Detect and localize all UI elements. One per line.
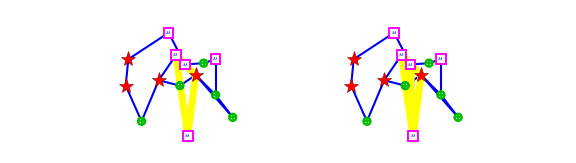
Bar: [183, 131, 192, 141]
Text: $\lambda\lambda$: $\lambda\lambda$: [410, 132, 416, 139]
Text: $\lambda\lambda$: $\lambda\lambda$: [181, 61, 188, 68]
Text: $\lambda\lambda$: $\lambda\lambda$: [391, 29, 397, 36]
Bar: [396, 51, 406, 60]
Circle shape: [363, 118, 370, 125]
Circle shape: [438, 91, 444, 98]
Text: $\lambda\lambda$: $\lambda\lambda$: [184, 132, 191, 139]
Bar: [211, 54, 220, 64]
Text: $\lambda\lambda$: $\lambda\lambda$: [165, 29, 172, 36]
Text: $\lambda\lambda$: $\lambda\lambda$: [172, 51, 179, 58]
Bar: [389, 28, 399, 37]
Circle shape: [426, 60, 433, 67]
Bar: [406, 60, 415, 69]
Circle shape: [176, 82, 183, 89]
Bar: [171, 51, 181, 60]
Bar: [408, 131, 418, 141]
Text: $\lambda\lambda$: $\lambda\lambda$: [212, 55, 219, 62]
Text: $\lambda\lambda$: $\lambda\lambda$: [398, 51, 405, 58]
Circle shape: [229, 114, 236, 121]
Circle shape: [138, 118, 145, 125]
Circle shape: [212, 91, 219, 98]
Bar: [164, 28, 173, 37]
Bar: [436, 54, 446, 64]
Text: $\lambda\lambda$: $\lambda\lambda$: [438, 55, 445, 62]
Text: $\lambda\lambda$: $\lambda\lambda$: [407, 61, 414, 68]
Circle shape: [402, 82, 409, 89]
Circle shape: [200, 60, 207, 67]
Circle shape: [454, 114, 461, 121]
Bar: [180, 60, 190, 69]
